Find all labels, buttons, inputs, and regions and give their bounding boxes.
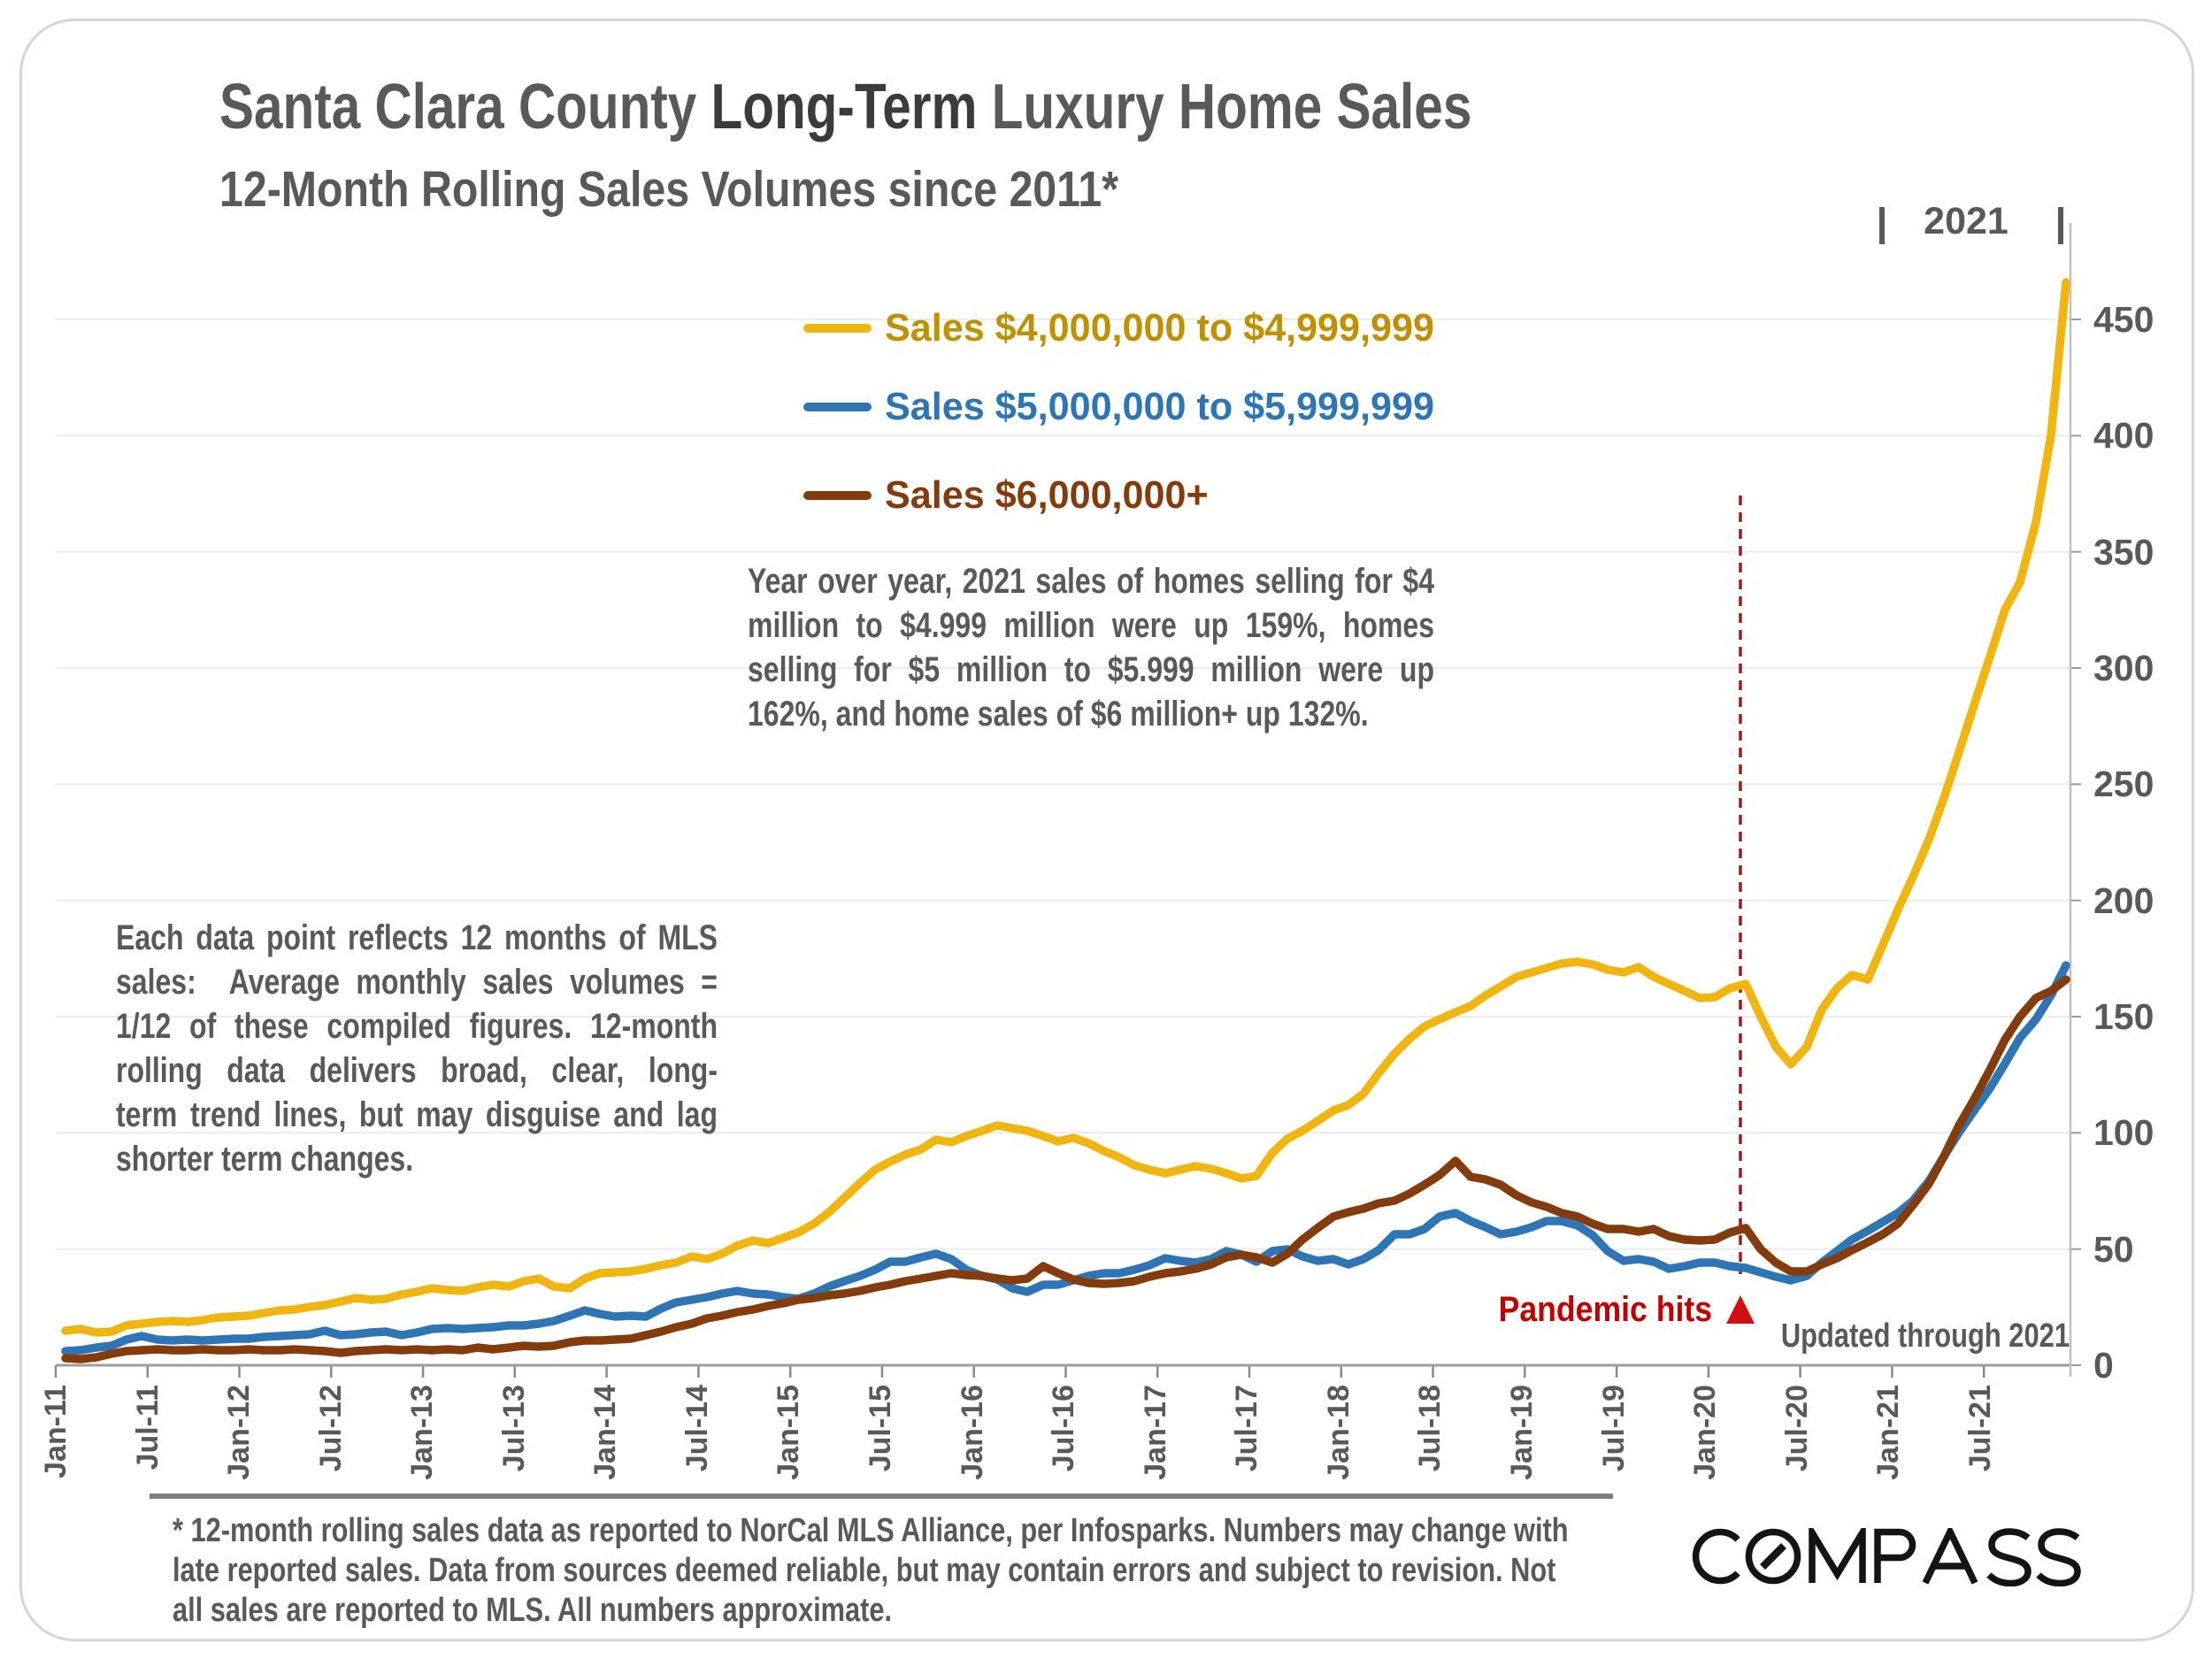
svg-text:Jan-20: Jan-20 [1688,1385,1722,1480]
svg-text:Jan-21: Jan-21 [1871,1385,1905,1480]
svg-text:Jul-20: Jul-20 [1780,1385,1814,1471]
svg-text:Jan-13: Jan-13 [405,1385,439,1480]
svg-text:Jul-14: Jul-14 [680,1385,714,1471]
svg-text:300: 300 [2093,648,2154,688]
svg-text:Jul-18: Jul-18 [1413,1385,1447,1471]
svg-text:Jan-16: Jan-16 [956,1385,989,1480]
svg-text:450: 450 [2093,299,2154,340]
svg-text:2021: 2021 [1924,200,2008,242]
svg-text:Jan-17: Jan-17 [1139,1385,1172,1480]
svg-text:Jul-16: Jul-16 [1047,1385,1080,1471]
svg-text:Jul-19: Jul-19 [1597,1385,1631,1471]
svg-text:Jan-18: Jan-18 [1322,1385,1356,1480]
svg-text:100: 100 [2093,1112,2154,1153]
svg-text:Jan-12: Jan-12 [222,1385,256,1480]
svg-text:Jan-15: Jan-15 [772,1385,805,1480]
svg-text:Jul-17: Jul-17 [1230,1385,1263,1471]
svg-text:Jul-15: Jul-15 [864,1385,897,1471]
svg-text:250: 250 [2093,764,2154,804]
svg-text:400: 400 [2093,415,2154,456]
svg-text:Jul-11: Jul-11 [131,1385,165,1470]
svg-text:350: 350 [2093,532,2154,572]
svg-text:200: 200 [2093,880,2154,921]
svg-text:Jan-14: Jan-14 [588,1385,622,1480]
svg-text:Jul-21: Jul-21 [1963,1385,1997,1471]
svg-text:0: 0 [2093,1345,2114,1386]
svg-text:Jul-12: Jul-12 [314,1385,348,1471]
svg-text:Jan-11: Jan-11 [39,1385,73,1479]
svg-text:Jan-19: Jan-19 [1505,1385,1539,1480]
svg-text:50: 50 [2093,1229,2134,1270]
svg-text:Jul-13: Jul-13 [497,1385,531,1471]
svg-text:150: 150 [2093,996,2154,1037]
